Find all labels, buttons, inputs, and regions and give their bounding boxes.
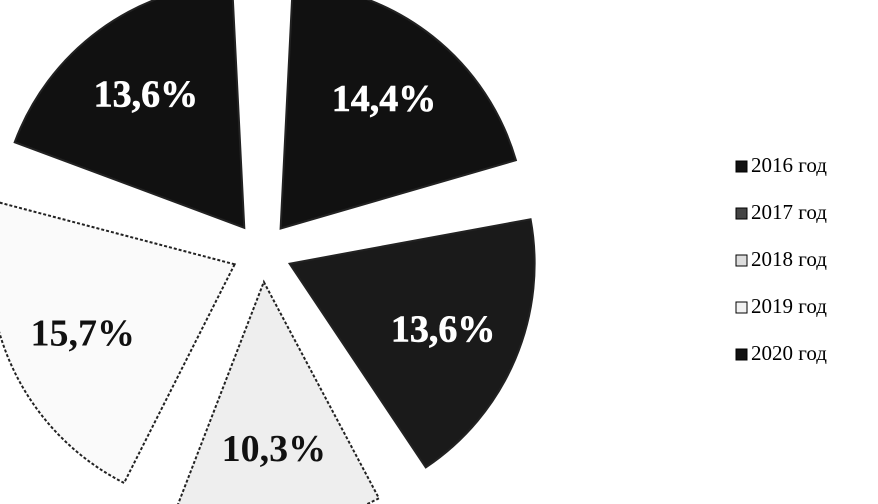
legend-marker xyxy=(735,207,748,220)
pie-slice-2020-год xyxy=(13,0,246,230)
pie-slice-labels: 14,4% 13,6% 10,3% 15,7% 13,6% xyxy=(30,73,495,470)
slice-value-label: 13,6% xyxy=(94,73,199,115)
legend-item: 2020 год xyxy=(735,341,827,365)
slice-value-label: 10,3% xyxy=(222,428,327,470)
legend-label: 2020 год xyxy=(751,341,827,365)
legend-item: 2016 год xyxy=(735,153,827,177)
legend-label: 2019 год xyxy=(751,294,827,318)
legend-marker xyxy=(735,254,748,267)
legend-label: 2016 год xyxy=(751,153,827,177)
pie-slice-2016-год xyxy=(279,0,518,230)
legend-marker xyxy=(735,301,748,314)
legend-label: 2017 год xyxy=(751,200,827,224)
slice-value-label: 14,4% xyxy=(332,78,437,120)
legend-item: 2019 год xyxy=(735,294,827,318)
slice-value-label: 13,6% xyxy=(391,308,496,350)
legend-marker xyxy=(735,348,748,361)
slice-value-label: 15,7% xyxy=(30,313,135,355)
legend-marker xyxy=(735,160,748,173)
legend-item: 2017 год xyxy=(735,200,827,224)
legend: 2016 год 2017 год 2018 год 2019 год 2020 год xyxy=(735,153,827,365)
pie-slices xyxy=(0,0,536,504)
legend-item: 2018 год xyxy=(735,247,827,271)
legend-label: 2018 год xyxy=(751,247,827,271)
pie-slice-2019-год xyxy=(0,201,237,485)
pie-slice-2018-год xyxy=(177,279,381,504)
pie-slice-2017-год xyxy=(287,218,536,469)
